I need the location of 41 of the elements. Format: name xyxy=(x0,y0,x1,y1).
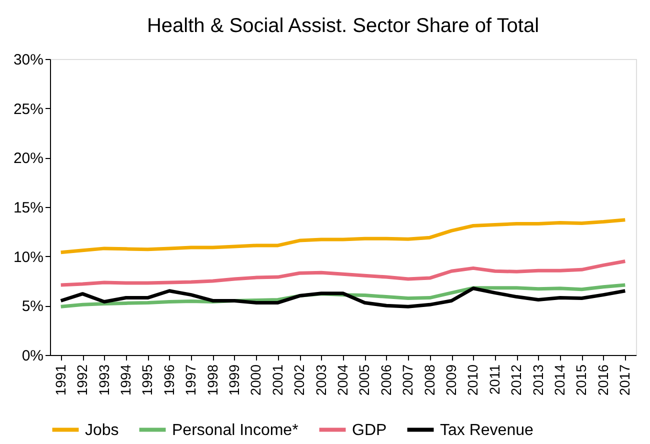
x-tick-label: 1998 xyxy=(204,364,220,396)
x-tick-label: 1993 xyxy=(96,364,112,396)
x-tick-label: 2004 xyxy=(334,364,350,396)
y-tick-label: 20% xyxy=(13,150,44,168)
legend-label: GDP xyxy=(352,422,387,439)
x-tick-label: 2005 xyxy=(356,364,372,396)
y-tick-label: 10% xyxy=(13,248,44,266)
x-tick-label: 2007 xyxy=(400,364,416,396)
y-tick-label: 15% xyxy=(13,200,44,216)
x-tick-label: 2011 xyxy=(486,364,502,395)
line-series xyxy=(59,260,627,287)
x-tick-label: 2001 xyxy=(269,364,286,396)
y-tick-label: 0% xyxy=(22,348,44,364)
y-tick-label: 25% xyxy=(13,100,44,118)
x-tick-label: 2009 xyxy=(443,364,460,396)
y-tick-label: 30% xyxy=(13,52,44,68)
x-tick-label: 2013 xyxy=(530,364,546,396)
x-tick-label: 2014 xyxy=(552,364,568,396)
x-tick-label: 1992 xyxy=(74,364,90,396)
x-tick-label: 2017 xyxy=(616,364,633,396)
x-tick-label: 1995 xyxy=(139,364,156,396)
y-tick-label: 5% xyxy=(22,298,44,316)
legend-label: Tax Revenue xyxy=(440,422,534,439)
x-tick-label: 1991 xyxy=(52,364,68,396)
x-tick-label: 2012 xyxy=(508,364,524,396)
x-tick-label: 2003 xyxy=(312,364,329,396)
x-tick-label: 2010 xyxy=(464,364,481,396)
x-tick-label: 2008 xyxy=(421,364,438,396)
line-series xyxy=(59,218,627,254)
chart-title: Health & Social Assist. Sector Share of Total xyxy=(146,15,540,37)
x-tick-label: 2002 xyxy=(291,364,308,396)
x-tick-label: 2015 xyxy=(573,364,590,396)
x-tick-label: 2016 xyxy=(594,364,611,396)
legend-label: Personal Income* xyxy=(172,422,298,439)
legend-label: Jobs xyxy=(85,422,119,439)
x-tick-label: 1996 xyxy=(160,364,177,396)
x-tick-label: 1997 xyxy=(182,364,199,396)
x-tick-label: 1994 xyxy=(117,364,134,396)
x-tick-label: 1999 xyxy=(226,364,242,396)
x-tick-label: 2000 xyxy=(248,364,264,396)
x-tick-label: 2006 xyxy=(378,364,394,396)
